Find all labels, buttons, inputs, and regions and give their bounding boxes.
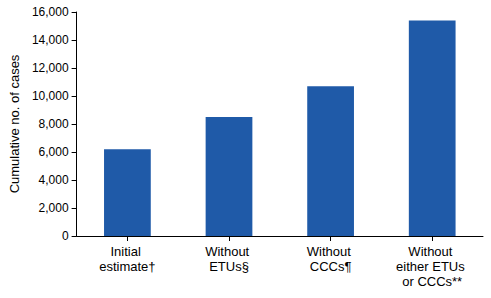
svg-text:0: 0 <box>62 229 69 243</box>
svg-text:10,000: 10,000 <box>32 89 69 103</box>
svg-text:CCCs¶: CCCs¶ <box>310 259 352 274</box>
svg-text:Without: Without <box>307 244 355 259</box>
svg-text:6,000: 6,000 <box>39 145 69 159</box>
svg-text:2,000: 2,000 <box>39 201 69 215</box>
svg-text:or CCCs**: or CCCs** <box>402 274 462 289</box>
svg-text:Cumulative no. of cases: Cumulative no. of cases <box>7 54 22 193</box>
svg-text:12,000: 12,000 <box>32 61 69 75</box>
svg-text:16,000: 16,000 <box>32 5 69 19</box>
svg-text:Without: Without <box>205 244 253 259</box>
svg-text:estimate†: estimate† <box>99 259 155 274</box>
svg-text:either ETUs: either ETUs <box>396 259 468 274</box>
svg-text:14,000: 14,000 <box>32 33 69 47</box>
svg-text:Without: Without <box>408 244 456 259</box>
svg-text:ETUs§: ETUs§ <box>209 259 249 274</box>
svg-text:4,000: 4,000 <box>39 173 69 187</box>
svg-text:Initial: Initial <box>110 244 144 259</box>
svg-text:8,000: 8,000 <box>39 117 69 131</box>
